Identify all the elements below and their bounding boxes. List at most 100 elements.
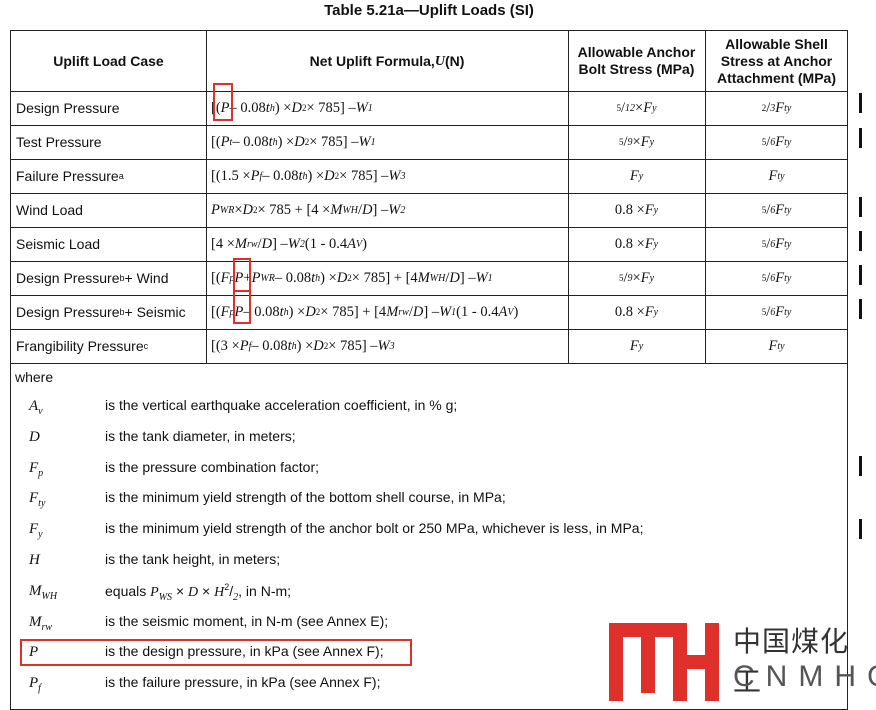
text-run: × 785] + [4 bbox=[351, 269, 418, 286]
variable: M bbox=[234, 235, 247, 252]
row-line bbox=[11, 193, 848, 194]
superscript: 5 bbox=[618, 137, 624, 147]
text-run: [( bbox=[211, 269, 221, 286]
text-run: / bbox=[623, 269, 628, 286]
text-run: Net Uplift Formula, bbox=[309, 52, 435, 69]
variable: t bbox=[298, 167, 303, 184]
text-run: [(3 × bbox=[211, 337, 240, 354]
text-run: + bbox=[243, 269, 252, 286]
text-run: Test Pressure bbox=[16, 134, 102, 150]
definition-symbol: Fy bbox=[29, 520, 43, 540]
subscript: 3 bbox=[389, 340, 395, 352]
variable: W bbox=[358, 133, 371, 150]
text-run: is the minimum yield strength of the anc… bbox=[105, 520, 644, 537]
text-run: – 0.08 bbox=[251, 337, 288, 354]
variable: D bbox=[412, 303, 424, 320]
variable: U bbox=[434, 53, 445, 69]
subscript: 1 bbox=[367, 102, 373, 114]
subscript: p bbox=[38, 467, 44, 479]
subscript: f bbox=[38, 683, 41, 695]
superscript: 5 bbox=[761, 307, 767, 317]
subscript: y bbox=[38, 529, 43, 541]
subscript: ty bbox=[777, 340, 785, 352]
row-label: Design Pressure b + Wind bbox=[11, 261, 206, 295]
superscript: 2 bbox=[323, 341, 329, 351]
subscript: y bbox=[653, 306, 659, 318]
subscript: f bbox=[259, 170, 263, 182]
variable: P bbox=[220, 99, 230, 116]
text-run: is the pressure combination factor; bbox=[105, 458, 319, 475]
superscript: 2 bbox=[224, 581, 230, 592]
variable: P bbox=[220, 133, 230, 150]
definition-symbol: P bbox=[29, 643, 38, 661]
text-run: is the failure pressure, in kPa (see Ann… bbox=[105, 674, 381, 691]
definition-text: is the pressure combination factor; bbox=[105, 459, 319, 475]
text-run: ) × bbox=[277, 133, 295, 150]
text-run: / bbox=[766, 303, 771, 320]
text-run: ) bbox=[513, 303, 519, 320]
row-line bbox=[11, 261, 848, 262]
text-run: [( bbox=[211, 99, 221, 116]
subscript: h bbox=[269, 102, 275, 114]
subscript: 6 bbox=[770, 306, 776, 318]
variable: t bbox=[311, 269, 316, 286]
superscript: a bbox=[118, 171, 124, 181]
subscript: 6 bbox=[770, 204, 776, 216]
subscript: ty bbox=[784, 102, 792, 114]
variable: F bbox=[629, 337, 639, 354]
subscript: rw bbox=[246, 238, 258, 250]
subscript: ty bbox=[784, 238, 792, 250]
where-label: where bbox=[15, 369, 54, 385]
text-run: is the minimum yield strength of the bot… bbox=[105, 489, 506, 506]
variable: F bbox=[775, 133, 785, 150]
subscript: h bbox=[315, 272, 321, 284]
header-cell: Allowable Anchor Bolt Stress (MPa) bbox=[568, 31, 705, 91]
variable: D bbox=[336, 269, 348, 286]
subscript: 3 bbox=[770, 102, 776, 114]
definition-symbol: D bbox=[29, 428, 40, 446]
superscript: 5 bbox=[761, 239, 767, 249]
variable: H bbox=[29, 552, 40, 568]
text-run: × bbox=[172, 582, 189, 599]
variable: t bbox=[287, 337, 292, 354]
variable: F bbox=[768, 167, 778, 184]
definition-symbol: Av bbox=[29, 397, 43, 417]
text-run: / bbox=[358, 201, 363, 218]
subscript: ty bbox=[784, 272, 792, 284]
superscript: 2 bbox=[347, 273, 352, 283]
definition-text: is the tank height, in meters; bbox=[105, 551, 280, 567]
header-cell: Net Uplift Formula, U (N) bbox=[206, 31, 568, 91]
change-bar bbox=[859, 128, 862, 148]
subscript: t bbox=[229, 136, 233, 148]
subscript: 1 bbox=[451, 306, 457, 318]
definition-text: is the seismic moment, in N-m (see Annex… bbox=[105, 613, 388, 629]
subscript: 6 bbox=[770, 238, 776, 250]
row-label: Design Pressure b + Seismic bbox=[11, 295, 206, 329]
variable: D bbox=[305, 303, 316, 320]
variable: W bbox=[355, 99, 368, 116]
text-run: , in N-m; bbox=[238, 582, 292, 599]
variable: F bbox=[29, 521, 39, 538]
subscript: 2 bbox=[233, 591, 239, 603]
text-run: equals bbox=[105, 582, 151, 599]
text-run: Design Pressure bbox=[16, 100, 120, 116]
row-label: Wind Load bbox=[11, 193, 206, 227]
subscript: h bbox=[302, 170, 308, 182]
text-run: / bbox=[766, 269, 771, 286]
text-run: – 0.08 bbox=[274, 269, 312, 286]
definition-text: is the failure pressure, in kPa (see Ann… bbox=[105, 674, 380, 690]
row-line bbox=[11, 295, 848, 296]
column-line bbox=[206, 31, 207, 363]
text-run: + Seismic bbox=[124, 304, 186, 320]
change-bar bbox=[859, 197, 862, 217]
subscript: 2 bbox=[400, 204, 406, 216]
variable: A bbox=[498, 303, 508, 320]
variable: t bbox=[265, 99, 270, 116]
highlight-box bbox=[213, 83, 233, 121]
